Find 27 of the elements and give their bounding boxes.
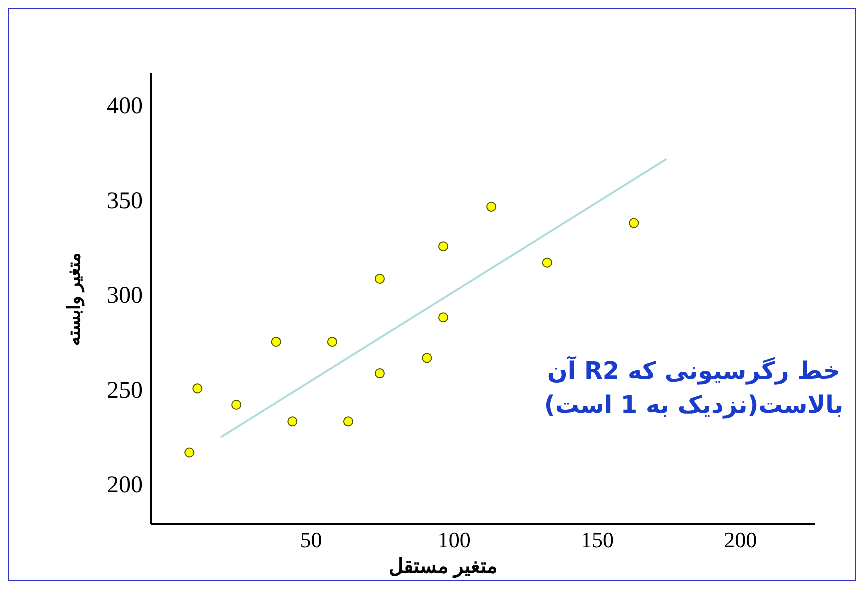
point xyxy=(438,242,449,252)
point xyxy=(184,448,195,458)
point xyxy=(271,337,282,348)
y-tick-label: 400 xyxy=(107,94,143,120)
y-tick-label: 350 xyxy=(107,188,143,214)
point xyxy=(343,416,354,427)
x-axis-title: متغیر مستقل xyxy=(389,555,498,579)
point xyxy=(374,368,385,379)
point xyxy=(486,202,497,212)
annotation: خط رگرسیونی که R2 آن بالاست(نزدیک به 1 است) xyxy=(544,355,844,421)
point xyxy=(422,353,432,364)
point xyxy=(374,274,385,284)
point xyxy=(288,416,298,427)
point xyxy=(327,337,338,348)
point xyxy=(232,400,242,410)
point xyxy=(192,384,203,394)
y-tick-label: 300 xyxy=(107,283,143,310)
point xyxy=(438,312,449,323)
y-axis-title: متغیر وابسته xyxy=(63,251,85,348)
x-tick-label: 50 xyxy=(300,528,322,553)
y-tick-label: 250 xyxy=(107,378,143,404)
x-tick-label: 150 xyxy=(580,528,614,553)
x-tick-label: 100 xyxy=(438,528,471,553)
y-tick-label: 200 xyxy=(107,472,143,499)
point xyxy=(629,218,640,228)
point xyxy=(542,258,552,268)
x-tick-label: 200 xyxy=(724,528,758,553)
